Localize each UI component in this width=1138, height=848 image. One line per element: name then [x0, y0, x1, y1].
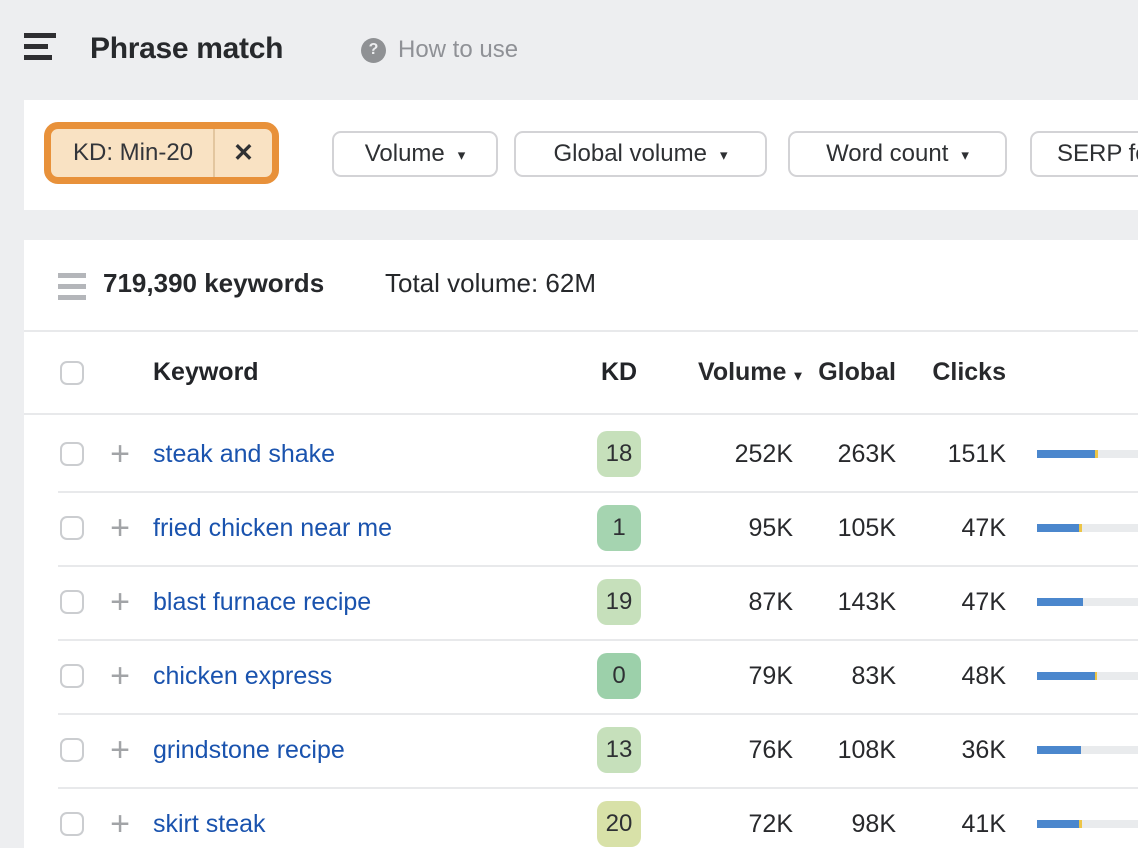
- clicks-bar-fill-yellow: [1094, 672, 1097, 680]
- clicks-bar-fill-blue: [1037, 524, 1080, 532]
- clicks-bar-fill-yellow: [1079, 820, 1083, 828]
- kd-badge: 13: [597, 727, 641, 773]
- clicks-value: 36K: [961, 735, 1006, 764]
- table-header-row: Keyword KD Volume ▾ Global Clicks: [24, 332, 1138, 415]
- sidebar-toggle-icon[interactable]: [24, 33, 58, 65]
- global-value: 108K: [837, 735, 896, 764]
- column-header-volume[interactable]: Volume ▾: [698, 358, 802, 386]
- keyword-link[interactable]: skirt steak: [153, 809, 266, 838]
- table-row: + blast furnace recipe 19 87K 143K 47K: [24, 565, 1138, 639]
- global-volume-filter-button[interactable]: Global volume ▾: [514, 131, 767, 177]
- table-body: + steak and shake 18 252K 263K 151K + fr…: [24, 417, 1138, 848]
- list-options-icon[interactable]: [58, 273, 86, 300]
- kd-badge: 18: [597, 431, 641, 477]
- how-to-use-link[interactable]: ? How to use: [361, 36, 518, 64]
- select-all-checkbox[interactable]: [60, 360, 84, 385]
- clicks-bar-fill-blue: [1037, 820, 1080, 828]
- results-header: 719,390 keywords Total volume: 62M: [24, 240, 1138, 330]
- column-header-kd[interactable]: KD: [600, 358, 638, 386]
- word-count-filter-button[interactable]: Word count ▾: [788, 131, 1007, 177]
- volume-value: 72K: [748, 809, 793, 838]
- clicks-value: 41K: [961, 809, 1006, 838]
- add-to-list-icon[interactable]: +: [110, 805, 130, 843]
- column-header-global[interactable]: Global: [818, 358, 896, 386]
- table-row: + chicken express 0 79K 83K 48K: [24, 639, 1138, 713]
- clicks-bar-fill-blue: [1037, 672, 1095, 680]
- kd-filter-remove-icon[interactable]: ✕: [233, 139, 254, 167]
- keyword-link[interactable]: chicken express: [153, 661, 333, 690]
- page-title: Phrase match: [90, 32, 284, 65]
- top-bar: Phrase match ? How to use: [0, 0, 1138, 100]
- keyword-link[interactable]: fried chicken near me: [153, 513, 393, 542]
- volume-value: 87K: [748, 587, 793, 616]
- kd-filter-chip-label[interactable]: KD: Min-20: [73, 139, 194, 166]
- results-panel: 719,390 keywords Total volume: 62M Keywo…: [24, 240, 1138, 848]
- table-row: + skirt steak 20 72K 98K 41K: [24, 787, 1138, 848]
- kd-badge: 1: [597, 505, 641, 551]
- clicks-bar-fill-blue: [1037, 450, 1095, 458]
- clicks-bar: [1037, 598, 1138, 606]
- clicks-bar-fill-yellow: [1094, 450, 1098, 458]
- add-to-list-icon[interactable]: +: [110, 583, 130, 621]
- table-row: + steak and shake 18 252K 263K 151K: [24, 417, 1138, 491]
- clicks-bar-fill-blue: [1037, 598, 1084, 606]
- clicks-bar: [1037, 746, 1138, 754]
- clicks-bar: [1037, 820, 1138, 828]
- add-to-list-icon[interactable]: +: [110, 657, 130, 695]
- chevron-down-icon: ▾: [961, 147, 969, 164]
- add-to-list-icon[interactable]: +: [110, 435, 130, 473]
- row-checkbox[interactable]: [60, 738, 84, 762]
- chevron-down-icon: ▾: [719, 147, 728, 164]
- total-volume: Total volume: 62M: [385, 268, 596, 298]
- clicks-bar-fill-blue: [1037, 746, 1082, 754]
- volume-value: 252K: [734, 439, 793, 468]
- kd-filter-chip-highlighted[interactable]: KD: Min-20 ✕: [44, 122, 279, 184]
- table-row: + grindstone recipe 13 76K 108K 36K: [24, 713, 1138, 787]
- serp-features-filter-button[interactable]: SERP fe: [1030, 131, 1138, 177]
- row-checkbox[interactable]: [60, 590, 84, 614]
- global-value: 98K: [851, 809, 896, 838]
- volume-value: 95K: [748, 513, 793, 542]
- clicks-value: 48K: [961, 661, 1006, 690]
- volume-value: 76K: [748, 735, 793, 764]
- volume-value: 79K: [748, 661, 793, 690]
- clicks-bar: [1037, 450, 1138, 458]
- row-checkbox[interactable]: [60, 442, 84, 466]
- keyword-link[interactable]: blast furnace recipe: [153, 587, 372, 616]
- sort-desc-icon: ▾: [794, 367, 802, 383]
- chip-divider: [213, 129, 216, 177]
- how-to-use-label: How to use: [398, 36, 519, 63]
- kd-badge: 20: [597, 801, 641, 847]
- keyword-link[interactable]: steak and shake: [153, 439, 336, 468]
- add-to-list-icon[interactable]: +: [110, 731, 130, 769]
- row-checkbox[interactable]: [60, 664, 84, 688]
- global-value: 263K: [837, 439, 896, 468]
- table-row: + fried chicken near me 1 95K 105K 47K: [24, 491, 1138, 565]
- divider: [24, 330, 1138, 332]
- global-value: 105K: [837, 513, 896, 542]
- kd-badge: 0: [597, 653, 641, 699]
- row-checkbox[interactable]: [60, 516, 84, 540]
- global-value: 143K: [837, 587, 896, 616]
- column-header-clicks[interactable]: Clicks: [932, 358, 1006, 386]
- chevron-down-icon: ▾: [457, 147, 466, 164]
- row-checkbox[interactable]: [60, 812, 84, 836]
- volume-filter-button[interactable]: Volume ▾: [332, 131, 498, 177]
- column-header-keyword[interactable]: Keyword: [153, 358, 259, 386]
- filter-bar: KD: Min-20 ✕ Volume ▾ Global volume ▾ Wo…: [24, 100, 1138, 210]
- clicks-value: 47K: [961, 587, 1006, 616]
- global-value: 83K: [851, 661, 896, 690]
- clicks-bar: [1037, 672, 1138, 680]
- clicks-bar: [1037, 524, 1138, 532]
- add-to-list-icon[interactable]: +: [110, 509, 130, 547]
- clicks-bar-fill-yellow: [1079, 524, 1083, 532]
- kd-badge: 19: [597, 579, 641, 625]
- question-circle-icon: ?: [361, 37, 386, 63]
- clicks-value: 151K: [947, 439, 1006, 468]
- clicks-value: 47K: [961, 513, 1006, 542]
- keyword-count: 719,390 keywords: [103, 268, 325, 298]
- keyword-link[interactable]: grindstone recipe: [153, 735, 345, 764]
